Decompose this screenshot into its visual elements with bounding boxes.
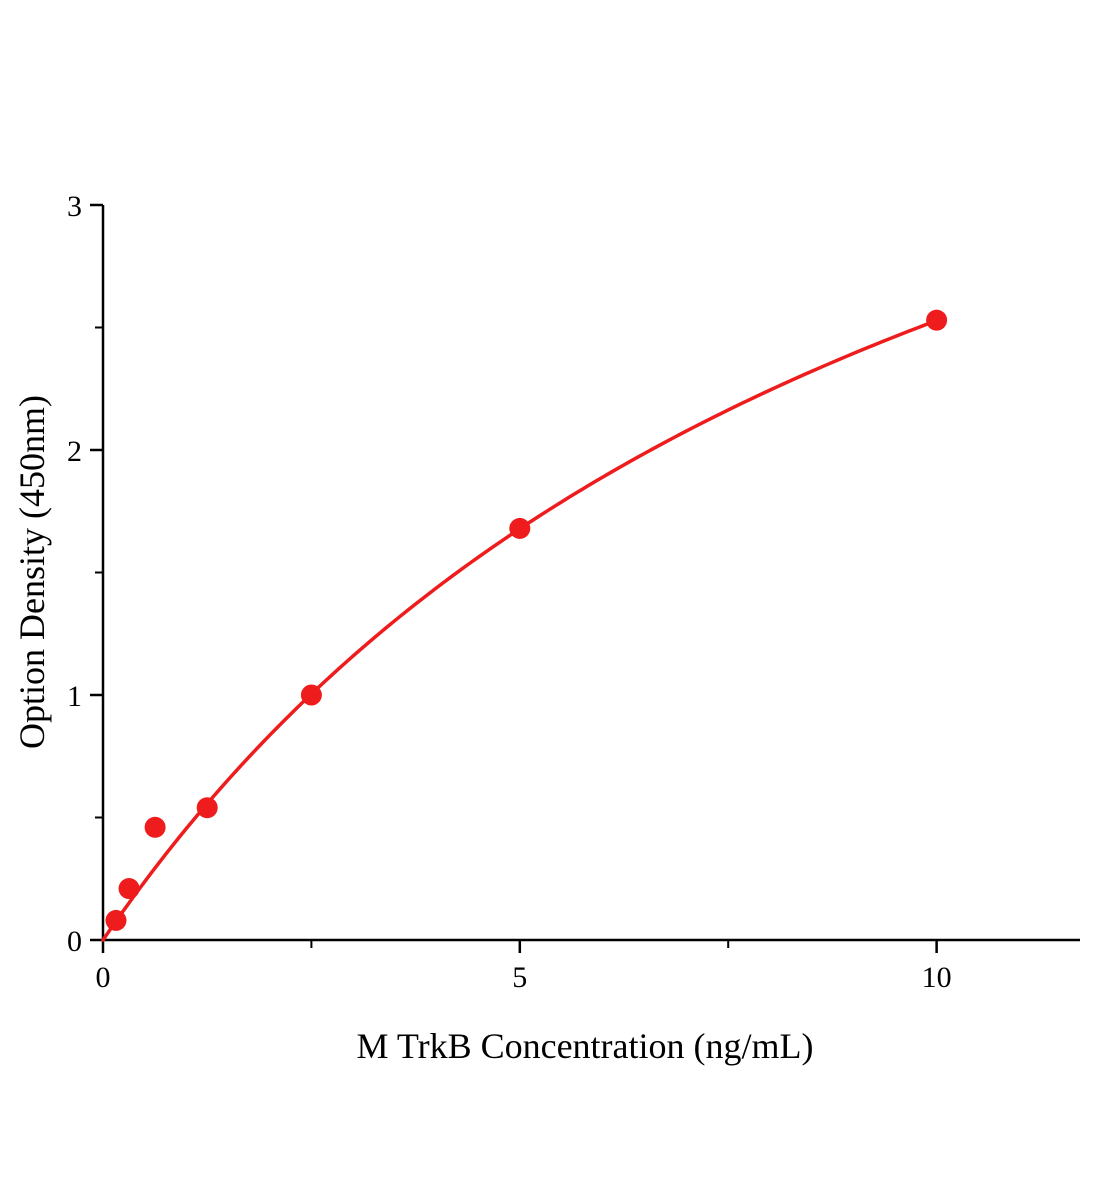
data-point bbox=[926, 309, 948, 331]
y-tick-label: 1 bbox=[67, 680, 82, 713]
data-point bbox=[118, 878, 140, 900]
data-series bbox=[101, 309, 948, 942]
y-axis-title: Option Density (450nm) bbox=[12, 395, 52, 749]
x-tick-label: 10 bbox=[922, 961, 952, 994]
x-tick-label: 5 bbox=[512, 961, 527, 994]
x-axis-title: M TrkB Concentration (ng/mL) bbox=[357, 1026, 814, 1066]
data-point bbox=[105, 909, 127, 931]
data-point bbox=[144, 816, 166, 838]
data-point bbox=[509, 517, 531, 539]
data-point bbox=[300, 684, 322, 706]
axes: 0 5 10 0 1 2 3 bbox=[67, 190, 1080, 994]
y-tick-label: 3 bbox=[67, 190, 82, 223]
x-tick-label: 0 bbox=[96, 961, 111, 994]
y-tick-label: 0 bbox=[67, 925, 82, 958]
fit-curve bbox=[101, 318, 939, 942]
y-tick-label: 2 bbox=[67, 435, 82, 468]
data-point bbox=[196, 797, 218, 819]
